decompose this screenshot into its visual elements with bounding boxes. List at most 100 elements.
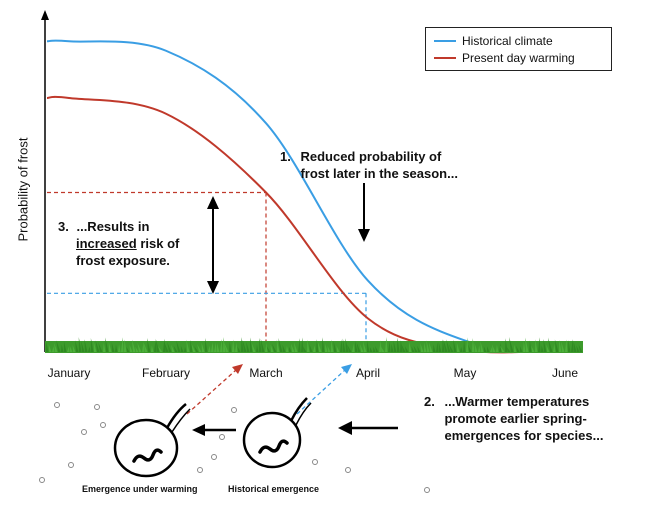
- grass-blade: [301, 337, 304, 352]
- grass-blade: [478, 345, 481, 352]
- grass-blade: [164, 342, 169, 352]
- grass-blade: [313, 345, 316, 352]
- annotation-2-number: 2.: [424, 394, 435, 409]
- grass-blade: [211, 342, 214, 352]
- annotation-3-emphasis: increased: [76, 236, 137, 251]
- grass-blade: [505, 338, 508, 352]
- grass-blade: [129, 344, 133, 352]
- grass-blade: [327, 345, 331, 352]
- grass-blade: [137, 342, 142, 352]
- emergence-arrows: [186, 364, 352, 415]
- annotation-2-text: ...Warmer temperatures promote earlier s…: [444, 394, 604, 443]
- grass-blade: [78, 337, 82, 352]
- grass-blade: [578, 344, 583, 352]
- grass-blade: [126, 346, 130, 352]
- grass-blade: [317, 341, 322, 352]
- legend-item-warming: Present day warming: [434, 50, 575, 66]
- grass-blade: [95, 340, 100, 352]
- grass-blade: [525, 337, 529, 352]
- grass-blade: [72, 345, 76, 352]
- grass-blade: [205, 337, 208, 352]
- grass-blade: [460, 346, 463, 352]
- grass-blade: [173, 345, 178, 352]
- grass-blade: [251, 343, 256, 352]
- grass-blade: [325, 343, 328, 352]
- grass-blade: [270, 344, 274, 352]
- grass-blade: [309, 344, 313, 352]
- annotation-3-line2: risk of: [140, 236, 180, 251]
- grass-blade: [506, 346, 511, 352]
- grass-blade: [132, 339, 136, 352]
- grass-blade: [302, 346, 307, 352]
- grass-blade: [523, 341, 526, 352]
- grass-blade: [487, 346, 490, 352]
- annotation-1-number: 1.: [280, 149, 291, 164]
- grass-blade: [355, 340, 358, 352]
- grass-blade: [191, 343, 196, 352]
- y-axis-arrowhead: [41, 10, 49, 20]
- grass-blade: [111, 342, 115, 352]
- grass-blade: [438, 342, 442, 352]
- grass-blade: [290, 343, 295, 352]
- annotation-1: 1. Reduced probability of frost later in…: [280, 148, 480, 182]
- grass-blade: [223, 337, 226, 352]
- grass-blade: [46, 342, 49, 352]
- grass-blade: [286, 345, 289, 352]
- grass-blade: [490, 346, 493, 352]
- grass-blade: [118, 344, 121, 352]
- grass-blade: [237, 346, 241, 352]
- grass-blade: [443, 339, 448, 352]
- grass-blade: [356, 342, 361, 352]
- grass-blade: [529, 340, 532, 352]
- grass-blade: [516, 345, 520, 352]
- grass-blade: [420, 342, 424, 352]
- legend: Historical climate Present day warming: [425, 27, 612, 71]
- grass-blade: [235, 342, 238, 352]
- grass-blade: [214, 342, 217, 352]
- x-tick-may: May: [453, 366, 477, 380]
- grass-blade: [56, 340, 61, 352]
- grass-blade: [369, 346, 373, 352]
- x-tick-april: April: [355, 366, 380, 380]
- grass-blade: [397, 337, 400, 352]
- grass-blade: [75, 340, 79, 352]
- grass-blade: [190, 339, 193, 352]
- grass-blade: [90, 338, 94, 352]
- grass-blade: [241, 337, 244, 352]
- grass-blade: [331, 339, 334, 352]
- grass-blade: [345, 338, 349, 352]
- grass-blade: [260, 338, 265, 352]
- grass-blade: [176, 340, 181, 352]
- grass-blade: [535, 339, 538, 352]
- grass-blade: [52, 346, 55, 352]
- grass-blade: [224, 342, 229, 352]
- grass-blade: [347, 344, 352, 352]
- legend-label-historical: Historical climate: [462, 34, 553, 48]
- grass-blade: [413, 345, 418, 352]
- annotation-2: 2. ...Warmer temperatures promote earlie…: [424, 393, 614, 444]
- grass-blade: [61, 344, 64, 352]
- grass-blade: [375, 346, 379, 352]
- legend-swatch-historical: [434, 40, 456, 42]
- grass-blade: [453, 339, 457, 352]
- grass-blade: [333, 340, 337, 352]
- grass-blade: [186, 339, 190, 352]
- grass-blade: [417, 345, 421, 352]
- grass-blade: [442, 339, 445, 352]
- scattered-dots: [39, 402, 430, 493]
- emergence-pod-warming: [113, 403, 191, 478]
- grass-blade: [391, 343, 394, 352]
- caption-emergence-under-warming: Emergence under warming: [82, 484, 198, 494]
- grass-blade: [154, 340, 157, 352]
- grass-blade: [426, 340, 430, 352]
- grass-blade: [63, 341, 67, 352]
- grass-blade: [456, 342, 460, 352]
- guide-lines: [47, 191, 367, 352]
- grass-blade: [531, 345, 535, 352]
- grass-blade: [496, 344, 499, 352]
- caption-historical-emergence: Historical emergence: [228, 484, 320, 494]
- grass-blade: [474, 342, 478, 352]
- grass-blade: [468, 344, 472, 352]
- grass-blade: [180, 345, 184, 352]
- progression-arrows: [192, 421, 398, 436]
